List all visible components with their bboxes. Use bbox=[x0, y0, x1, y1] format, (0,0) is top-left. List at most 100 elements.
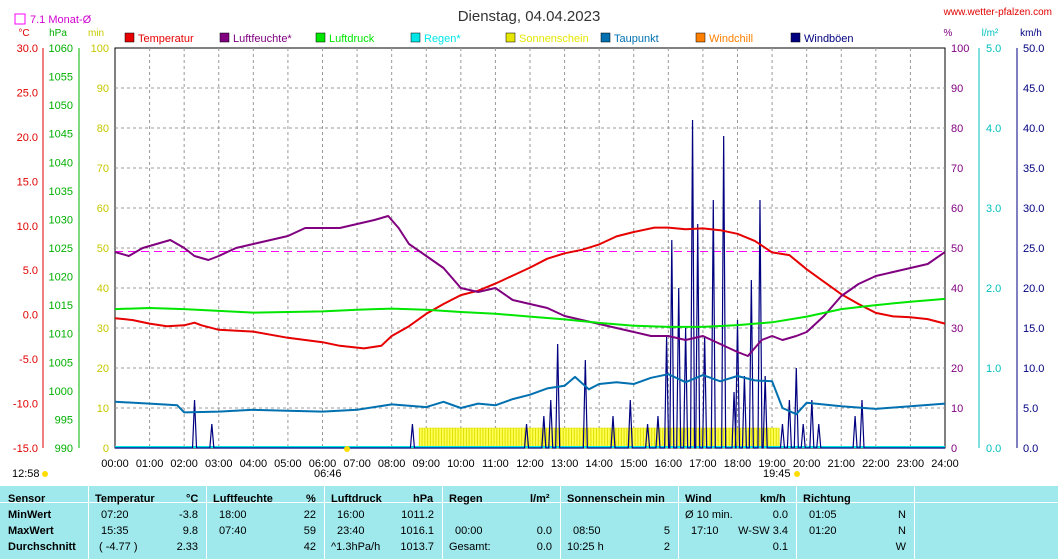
header-wind-unit: km/h bbox=[760, 493, 786, 505]
humidity-unit: % bbox=[944, 28, 953, 39]
x-tick-label: 12:00 bbox=[516, 458, 544, 470]
x-tick-label: 08:00 bbox=[378, 458, 406, 470]
humidity-tick-label: 70 bbox=[951, 163, 963, 175]
x-tick-label: 01:00 bbox=[136, 458, 164, 470]
gust-series bbox=[115, 119, 945, 449]
sun-avg-value: 2 bbox=[663, 541, 670, 553]
pressure-tick-label: 1015 bbox=[49, 300, 73, 312]
x-tick-label: 22:00 bbox=[862, 458, 890, 470]
legend-swatch bbox=[219, 32, 230, 43]
x-tick-label: 16:00 bbox=[655, 458, 683, 470]
wind-tick-label: 25.0 bbox=[1023, 243, 1044, 255]
rain-tick-label: 0.0 bbox=[986, 443, 1001, 455]
legend-label: Sonnenschein bbox=[519, 33, 589, 45]
stats-divider bbox=[442, 486, 443, 559]
x-tick-label: 09:00 bbox=[412, 458, 440, 470]
stats-divider bbox=[324, 486, 325, 559]
rain-tick-label: 4.0 bbox=[986, 123, 1001, 135]
axes: 30.0 25.0 20.0 15.0 10.0 5.0 0.0 -5.0 -10.0 -15.0… bbox=[13, 43, 1045, 470]
sun-max-time: 08:50 bbox=[573, 525, 601, 537]
pressure-tick-label: 1050 bbox=[49, 100, 73, 112]
humidity-tick-label: 0 bbox=[951, 443, 957, 455]
temp-avg-value: 2.33 bbox=[176, 541, 198, 553]
wind-tick-label: 45.0 bbox=[1023, 83, 1044, 95]
header-rain-unit: l/m² bbox=[530, 493, 550, 505]
header-pressure-unit: hPa bbox=[413, 493, 434, 505]
row-label: MaxWert bbox=[8, 525, 54, 537]
x-tick-label: 19:00 bbox=[758, 458, 786, 470]
stats-divider bbox=[88, 486, 89, 559]
pressure-tick-label: 1005 bbox=[49, 357, 73, 369]
dir-min-value: N bbox=[898, 509, 906, 521]
rain-tick-label: 1.0 bbox=[986, 363, 1001, 375]
x-tick-label: 04:00 bbox=[240, 458, 268, 470]
pressure-line bbox=[114, 297, 946, 328]
press-max-time: 23:40 bbox=[337, 525, 365, 537]
x-tick-label: 20:00 bbox=[793, 458, 821, 470]
press-trend: ^1.3hPa/h bbox=[331, 541, 381, 553]
x-tick-label: 07:00 bbox=[343, 458, 371, 470]
temp-min-value: -3.8 bbox=[179, 509, 198, 521]
sun-right-time: 19:45 bbox=[763, 468, 791, 480]
legend-swatch bbox=[315, 32, 326, 43]
wind-max-time: 17:10 bbox=[691, 525, 719, 537]
hum-avg-value: 42 bbox=[303, 541, 316, 553]
pressure-tick-label: 1030 bbox=[49, 214, 73, 226]
wind-tick-label: 20.0 bbox=[1023, 283, 1044, 295]
x-tick-label: 23:00 bbox=[897, 458, 925, 470]
dir-max-value: N bbox=[898, 525, 906, 537]
sun-icon-left-2 bbox=[344, 446, 350, 452]
sun-tick-label: 20 bbox=[97, 363, 109, 375]
hum-min-time: 18:00 bbox=[219, 509, 247, 521]
temp-tick-label: 30.0 bbox=[17, 43, 38, 55]
header-humidity: Luftfeuchte bbox=[213, 493, 273, 505]
temp-tick-label: -5.0 bbox=[19, 354, 38, 366]
rain-unit: l/m² bbox=[982, 28, 999, 39]
header-direction: Richtung bbox=[803, 493, 851, 505]
header-humidity-unit: % bbox=[306, 493, 316, 505]
wind-tick-label: 0.0 bbox=[1023, 443, 1038, 455]
stats-divider bbox=[796, 486, 797, 559]
temp-tick-label: 25.0 bbox=[17, 87, 38, 99]
row-label: Durchschnitt bbox=[8, 541, 76, 553]
humidity-line bbox=[114, 215, 946, 357]
wind-tick-label: 40.0 bbox=[1023, 123, 1044, 135]
legend-label: Regen* bbox=[424, 33, 461, 45]
legend-label: Windchill bbox=[709, 33, 753, 45]
x-tick-label: 11:00 bbox=[482, 458, 509, 470]
sun-tick-label: 90 bbox=[97, 83, 109, 95]
x-tick-label: 03:00 bbox=[205, 458, 233, 470]
header-rain: Regen bbox=[449, 493, 483, 505]
humidity-tick-label: 100 bbox=[951, 43, 969, 55]
x-tick-label: 21:00 bbox=[827, 458, 855, 470]
sun-left-time-1: 12:58 bbox=[12, 468, 40, 480]
weather-chart: Dienstag, 04.04.2023 www.wetter-pfalzen.… bbox=[12, 7, 1052, 480]
humidity-tick-label: 10 bbox=[951, 403, 963, 415]
rain-max-value: 0.0 bbox=[536, 525, 552, 537]
press-min-time: 16:00 bbox=[337, 509, 365, 521]
sun-left-time-2: 06:46 bbox=[314, 468, 342, 480]
pressure-tick-label: 1025 bbox=[49, 243, 73, 255]
pressure-tick-label: 1055 bbox=[49, 72, 73, 84]
x-tick-label: 18:00 bbox=[724, 458, 752, 470]
pressure-tick-label: 1010 bbox=[49, 329, 73, 341]
stats-divider bbox=[678, 486, 679, 559]
dewpoint-line bbox=[114, 373, 946, 416]
legend-label: Temperatur bbox=[138, 33, 194, 45]
month-avg-label: 7.1 Monat-Ø bbox=[30, 14, 92, 26]
pressure-tick-label: 1040 bbox=[49, 157, 73, 169]
header-wind: Wind bbox=[685, 493, 712, 505]
humidity-tick-label: 30 bbox=[951, 323, 963, 335]
hum-min-value: 22 bbox=[303, 509, 316, 521]
header-sunshine: Sonnenschein min bbox=[567, 493, 665, 505]
chart-marks bbox=[114, 119, 946, 449]
hum-max-time: 07:40 bbox=[219, 525, 247, 537]
humidity-tick-label: 50 bbox=[951, 243, 963, 255]
press-max-value: 1016.1 bbox=[400, 525, 434, 537]
sun-icon-right bbox=[794, 471, 800, 477]
site-link[interactable]: www.wetter-pfalzen.com bbox=[943, 7, 1052, 18]
sun-tick-label: 50 bbox=[97, 243, 109, 255]
temp-tick-label: 10.0 bbox=[17, 221, 38, 233]
dir-avg-value: W bbox=[895, 541, 906, 553]
sun-tick-label: 80 bbox=[97, 123, 109, 135]
